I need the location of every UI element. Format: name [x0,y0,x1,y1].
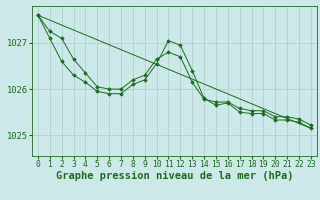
X-axis label: Graphe pression niveau de la mer (hPa): Graphe pression niveau de la mer (hPa) [56,171,293,181]
